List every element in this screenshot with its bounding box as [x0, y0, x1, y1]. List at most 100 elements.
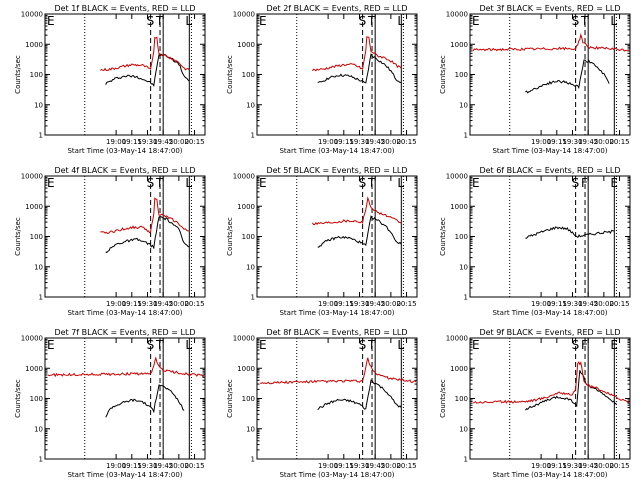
- x-tick-label: 20:00: [169, 300, 189, 308]
- x-tick-label: 20:00: [594, 138, 614, 146]
- y-tick-label: 1000: [25, 41, 43, 49]
- x-tick-label: 19:00: [106, 300, 126, 308]
- series-line-red: [47, 356, 205, 378]
- y-tick-label: 1: [251, 456, 255, 464]
- x-tick-label: 19:45: [153, 138, 173, 146]
- x-tick-label: 20:15: [609, 138, 629, 146]
- x-tick-label: 20:00: [169, 462, 189, 470]
- y-axis-label: Counts/sec: [226, 379, 234, 418]
- x-tick-label: 19:45: [153, 462, 173, 470]
- marker-label: E: [259, 338, 267, 352]
- marker-label: E: [47, 14, 55, 28]
- marker-label: E: [610, 176, 618, 190]
- x-tick-label: 19:15: [547, 462, 567, 470]
- x-axis-label: Start Time (03-May-14 18:47:00): [67, 309, 182, 317]
- y-tick-label: 10000: [21, 335, 43, 343]
- series-line-black: [317, 214, 402, 248]
- chart-title: Det 5f BLACK = Events, RED = LLD: [266, 166, 407, 175]
- marker-label: E: [259, 14, 267, 28]
- x-tick-label: 20:15: [184, 138, 204, 146]
- marker-label: E: [472, 176, 480, 190]
- y-tick-label: 10: [459, 101, 468, 109]
- y-tick-label: 1: [39, 294, 43, 302]
- plot-frame: [256, 13, 418, 136]
- x-tick-label: 19:15: [334, 462, 354, 470]
- y-tick-label: 100: [30, 233, 43, 241]
- y-tick-label: 10: [459, 425, 468, 433]
- series-line-red: [472, 32, 630, 52]
- y-tick-label: 1: [464, 132, 468, 140]
- y-tick-label: 1000: [25, 203, 43, 211]
- series-line-black: [525, 226, 615, 239]
- x-tick-label: 20:15: [396, 300, 416, 308]
- series-line-red: [100, 36, 190, 72]
- x-axis-label: Start Time (03-May-14 18:47:00): [279, 471, 394, 479]
- y-tick-label: 1000: [237, 41, 255, 49]
- y-axis-label: Counts/sec: [439, 217, 447, 256]
- y-tick-label: 1: [39, 132, 43, 140]
- x-tick-label: 19:30: [349, 138, 369, 146]
- series-line-red: [472, 361, 630, 404]
- x-tick-label: 19:30: [562, 300, 582, 308]
- y-tick-label: 10000: [446, 335, 468, 343]
- series-line-red: [260, 357, 417, 385]
- y-tick-label: 10: [246, 263, 255, 271]
- y-tick-label: 100: [455, 233, 468, 241]
- y-tick-label: 100: [242, 233, 255, 241]
- marker-label: S: [147, 14, 155, 28]
- x-tick-label: 20:00: [381, 138, 401, 146]
- chart-title: Det 7f BLACK = Events, RED = LLD: [54, 328, 195, 337]
- x-tick-label: 19:30: [562, 138, 582, 146]
- x-tick-label: 19:15: [122, 300, 142, 308]
- x-tick-label: 19:15: [547, 138, 567, 146]
- x-tick-label: 19:00: [531, 462, 551, 470]
- x-tick-label: 19:45: [578, 462, 598, 470]
- y-tick-label: 100: [30, 395, 43, 403]
- x-tick-label: 19:30: [349, 462, 369, 470]
- y-tick-label: 1000: [237, 365, 255, 373]
- x-tick-label: 19:30: [562, 462, 582, 470]
- x-tick-label: 19:45: [365, 300, 385, 308]
- marker-label: S: [147, 338, 155, 352]
- marker-label: L: [610, 14, 617, 28]
- x-tick-label: 20:15: [609, 300, 629, 308]
- x-axis-label: Start Time (03-May-14 18:47:00): [279, 147, 394, 155]
- x-tick-label: 19:45: [578, 138, 598, 146]
- chart-title: Det 1f BLACK = Events, RED = LLD: [54, 4, 195, 13]
- y-tick-label: 10: [246, 425, 255, 433]
- series-line-black: [525, 370, 617, 411]
- x-tick-label: 20:15: [609, 462, 629, 470]
- marker-label: L: [185, 176, 192, 190]
- y-tick-label: 100: [242, 71, 255, 79]
- y-tick-label: 1000: [450, 365, 468, 373]
- y-tick-label: 1: [251, 294, 255, 302]
- y-tick-label: 10000: [21, 11, 43, 19]
- x-tick-label: 19:00: [318, 462, 338, 470]
- marker-label: L: [185, 14, 192, 28]
- marker-label: S: [572, 176, 580, 190]
- series-line-red: [100, 197, 190, 235]
- y-tick-label: 10000: [446, 173, 468, 181]
- y-tick-label: 1000: [450, 203, 468, 211]
- marker-label: T: [367, 176, 376, 190]
- y-tick-label: 10000: [446, 11, 468, 19]
- y-tick-label: 1000: [25, 365, 43, 373]
- x-tick-label: 19:30: [137, 138, 157, 146]
- y-tick-label: 10: [34, 101, 43, 109]
- x-tick-label: 20:15: [184, 462, 204, 470]
- y-tick-label: 10000: [233, 335, 255, 343]
- series-line-black: [105, 215, 190, 254]
- y-tick-label: 100: [455, 395, 468, 403]
- y-axis-label: Counts/sec: [439, 55, 447, 94]
- chart-title: Det 9f BLACK = Events, RED = LLD: [479, 328, 620, 337]
- x-tick-label: 20:00: [169, 138, 189, 146]
- series-line-red: [311, 196, 402, 226]
- marker-label: E: [47, 176, 55, 190]
